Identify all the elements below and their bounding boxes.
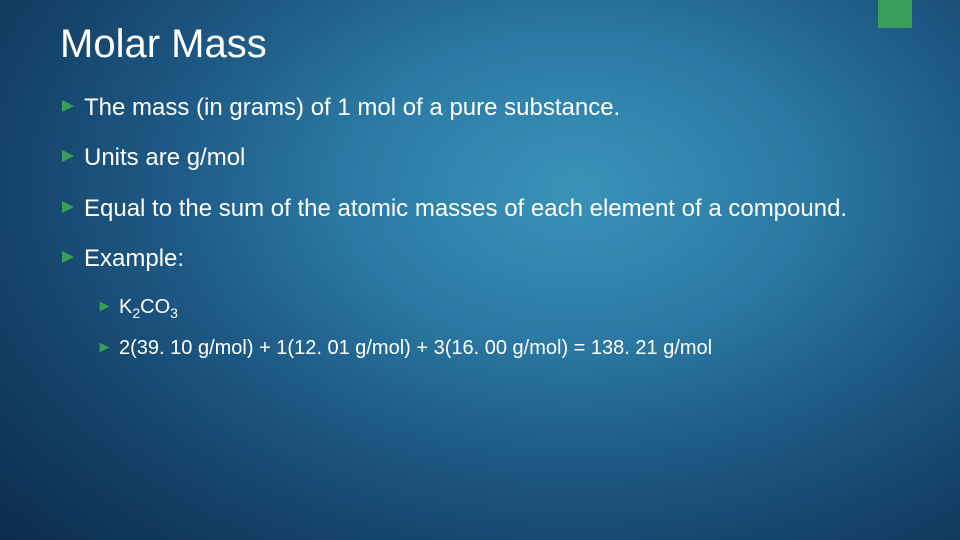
- bullet-text: The mass (in grams) of 1 mol of a pure s…: [84, 92, 900, 124]
- bullet-text: 2(39. 10 g/mol) + 1(12. 01 g/mol) + 3(16…: [119, 335, 900, 362]
- bullet-item: K2CO3: [98, 294, 900, 321]
- bullet-icon: [60, 199, 76, 215]
- bullet-item: 2(39. 10 g/mol) + 1(12. 01 g/mol) + 3(16…: [98, 335, 900, 362]
- formula-part: CO: [140, 296, 170, 318]
- bullet-text: Example:: [84, 243, 900, 275]
- formula-sub: 2: [132, 305, 140, 321]
- bullet-item: Units are g/mol: [60, 142, 900, 174]
- bullet-item: Equal to the sum of the atomic masses of…: [60, 193, 900, 225]
- slide: Molar Mass The mass (in grams) of 1 mol …: [0, 0, 960, 540]
- accent-tab: [878, 0, 912, 28]
- bullet-text: Equal to the sum of the atomic masses of…: [84, 193, 900, 225]
- bullet-icon: [60, 148, 76, 164]
- bullet-icon: [98, 341, 111, 354]
- formula-sub: 3: [170, 305, 178, 321]
- bullet-icon: [60, 98, 76, 114]
- bullet-text: Units are g/mol: [84, 142, 900, 174]
- slide-title: Molar Mass: [60, 22, 267, 67]
- slide-content: The mass (in grams) of 1 mol of a pure s…: [60, 92, 900, 376]
- bullet-item: The mass (in grams) of 1 mol of a pure s…: [60, 92, 900, 124]
- bullet-icon: [98, 300, 111, 313]
- formula-part: K: [119, 296, 132, 318]
- bullet-formula: K2CO3: [119, 294, 900, 321]
- bullet-icon: [60, 249, 76, 265]
- bullet-item: Example:: [60, 243, 900, 275]
